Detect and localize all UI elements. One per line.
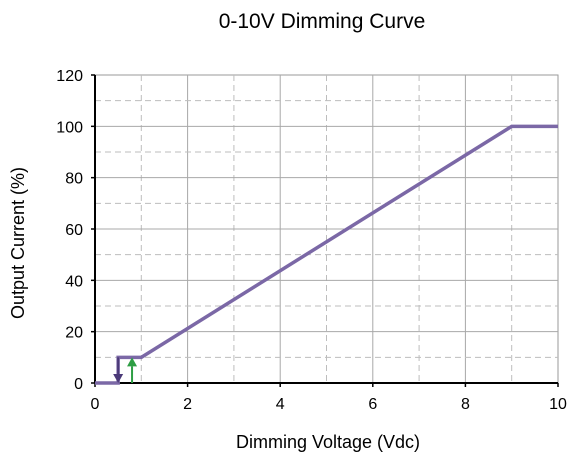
plot-area: 0 20 40 60 80 100 120 0 2 4 6 8 10 xyxy=(56,68,567,413)
x-tick-label: 2 xyxy=(183,396,192,413)
y-tick-label: 0 xyxy=(74,376,83,393)
axes xyxy=(91,74,559,387)
y-axis-title: Output Current (%) xyxy=(8,167,28,319)
x-tick-label: 6 xyxy=(368,396,377,413)
y-tick-label: 100 xyxy=(56,119,83,136)
y-tick-label: 40 xyxy=(65,273,83,290)
gridlines xyxy=(94,74,559,384)
chart-title: 0-10V Dimming Curve xyxy=(219,10,426,33)
y-tick-label: 60 xyxy=(65,222,83,239)
arrow-down-0 xyxy=(113,357,124,383)
y-tick-label: 20 xyxy=(65,325,83,342)
x-axis-title: Dimming Voltage (Vdc) xyxy=(236,432,420,452)
arrow-up-1 xyxy=(127,357,138,383)
y-tick-label: 120 xyxy=(56,68,83,85)
y-tick-label: 80 xyxy=(65,171,83,188)
x-tick-label: 4 xyxy=(276,396,285,413)
series-layer xyxy=(95,124,558,385)
x-tick-label: 0 xyxy=(91,396,100,413)
tick-labels: 0 20 40 60 80 100 120 0 2 4 6 8 10 xyxy=(56,68,567,413)
x-tick-label: 10 xyxy=(549,396,567,413)
series-line-0 xyxy=(95,124,558,385)
annotations xyxy=(113,357,138,383)
x-tick-label: 8 xyxy=(461,396,470,413)
